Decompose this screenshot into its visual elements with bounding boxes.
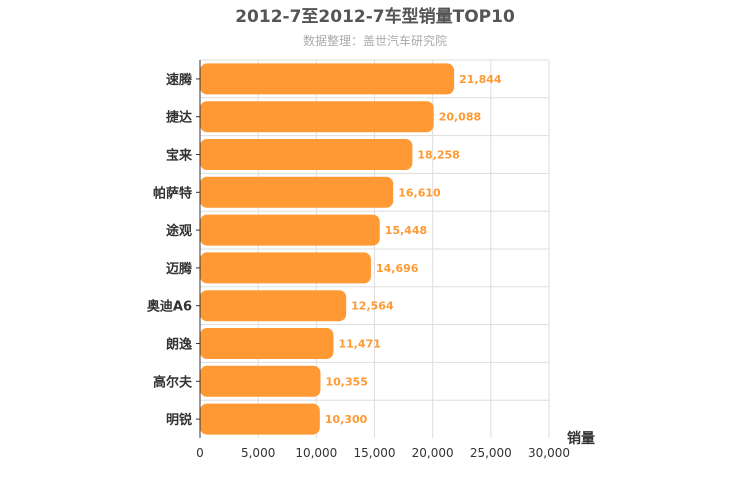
bar[interactable] xyxy=(200,101,434,133)
bar-value-label: 20,088 xyxy=(439,111,481,124)
category-label: 朗逸 xyxy=(166,337,192,353)
bar[interactable] xyxy=(200,139,413,170)
x-tick-label: 0 xyxy=(196,446,204,460)
category-label: 途观 xyxy=(166,223,192,239)
bars xyxy=(200,63,455,435)
x-tick-label: 5,000 xyxy=(241,446,275,460)
bar[interactable] xyxy=(200,252,371,284)
category-label: 迈腾 xyxy=(166,261,193,277)
bar-value-label: 10,355 xyxy=(325,375,367,388)
chart-title: 2012-7至2012-7车型销量TOP10 xyxy=(235,6,515,27)
bar[interactable] xyxy=(200,214,380,246)
bar[interactable] xyxy=(200,176,394,208)
x-tick-label: 15,000 xyxy=(354,446,396,460)
x-tick-label: 30,000 xyxy=(528,446,570,460)
x-tick-label: 25,000 xyxy=(470,446,512,460)
bar-value-label: 15,448 xyxy=(385,224,427,237)
chart-subtitle: 数据整理：盖世汽车研究院 xyxy=(303,33,447,48)
grid-lines xyxy=(200,59,550,438)
category-label: 帕萨特 xyxy=(153,185,192,201)
bar[interactable] xyxy=(200,63,455,95)
bar[interactable] xyxy=(200,403,320,435)
bar[interactable] xyxy=(200,290,347,322)
x-tick-label: 20,000 xyxy=(412,446,454,460)
bar-value-label: 14,696 xyxy=(376,262,419,275)
category-label: 奥迪A6 xyxy=(147,299,192,315)
data-labels: 21,844 20,088 18,258 16,610 15,448 14,696 12,5… xyxy=(325,73,502,426)
bar-value-label: 10,300 xyxy=(325,413,368,426)
bar-value-label: 18,258 xyxy=(417,149,459,162)
category-label: 捷达 xyxy=(166,110,192,126)
bar[interactable] xyxy=(200,328,334,359)
x-axis-title: 销量 xyxy=(567,430,595,447)
x-tick-label: 10,000 xyxy=(295,446,337,460)
tick-labels: 0 5,000 10,000 15,000 20,000 25,000 30,000 xyxy=(196,446,570,460)
category-label: 明锐 xyxy=(166,412,192,428)
bar-value-label: 16,610 xyxy=(398,186,441,199)
category-label: 速腾 xyxy=(166,72,193,88)
bar-value-label: 12,564 xyxy=(351,300,394,313)
bar[interactable] xyxy=(200,365,321,397)
category-label: 高尔夫 xyxy=(153,374,193,390)
category-label: 宝来 xyxy=(166,148,193,164)
bar-value-label: 21,844 xyxy=(459,73,502,86)
bar-value-label: 11,471 xyxy=(338,338,380,351)
